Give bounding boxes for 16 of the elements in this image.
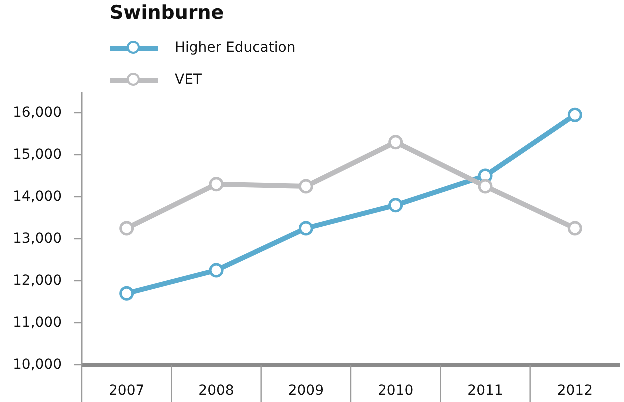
x-tick-label: 2012 bbox=[557, 383, 593, 399]
y-tick-label: 15,000 bbox=[13, 147, 62, 163]
x-tick-label: 2007 bbox=[109, 383, 145, 399]
y-tick-label: 12,000 bbox=[13, 273, 62, 289]
y-tick-label: 14,000 bbox=[13, 189, 62, 205]
y-tick-label: 11,000 bbox=[13, 315, 62, 331]
legend-label: Higher Education bbox=[175, 40, 296, 56]
legend-label: VET bbox=[175, 72, 202, 88]
y-tick-label: 13,000 bbox=[13, 231, 62, 247]
x-tick-label: 2011 bbox=[468, 383, 504, 399]
x-tick-label: 2009 bbox=[288, 383, 324, 399]
y-tick-label: 16,000 bbox=[13, 105, 62, 121]
x-tick-label: 2008 bbox=[198, 383, 234, 399]
chart-title: Swinburne bbox=[110, 2, 224, 24]
y-tick-label: 10,000 bbox=[13, 357, 62, 373]
x-tick-label: 2010 bbox=[378, 383, 414, 399]
